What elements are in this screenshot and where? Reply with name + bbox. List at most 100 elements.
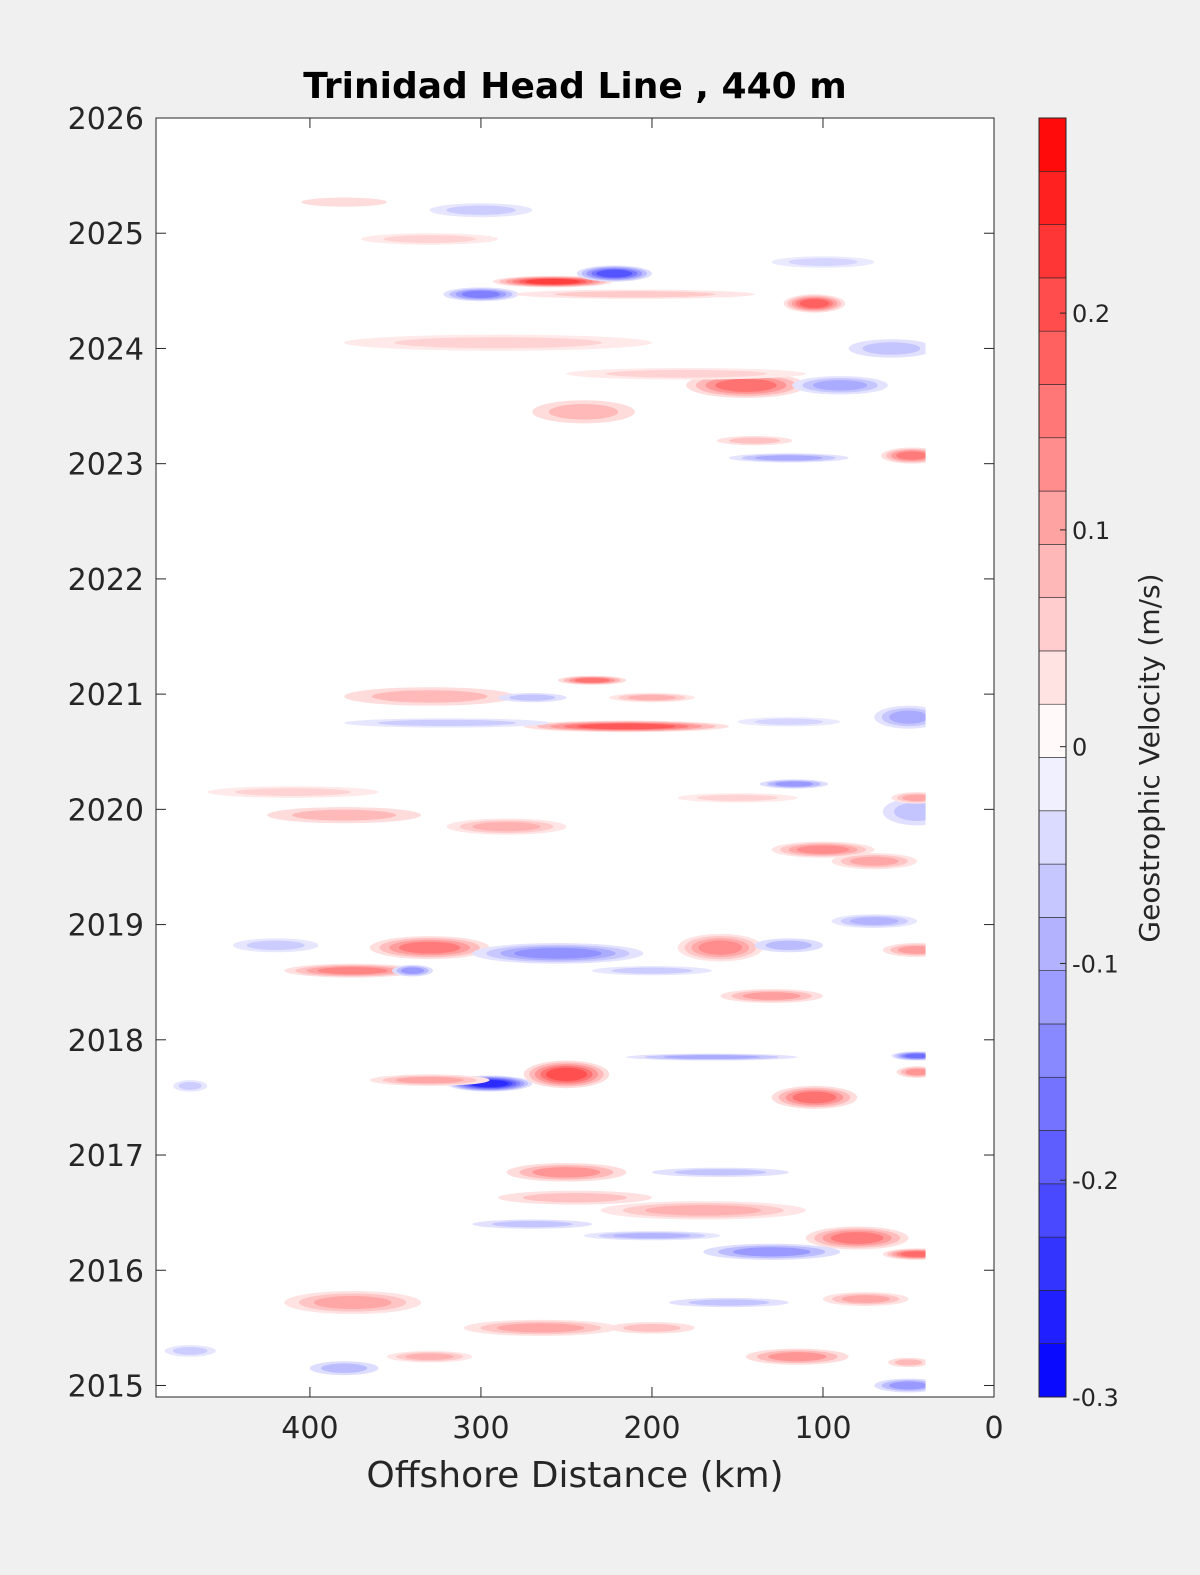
velocity-contour: [812, 380, 868, 391]
velocity-contour: [792, 1091, 837, 1104]
velocity-feature: [728, 453, 849, 463]
velocity-feature: [651, 1167, 789, 1177]
colorbar-segment: [1038, 917, 1067, 971]
velocity-contour: [596, 269, 633, 278]
velocity-feature: [754, 938, 823, 953]
velocity-contour: [400, 967, 425, 974]
x-tick-label: 100: [794, 1411, 851, 1446]
colorbar-segment: [1038, 330, 1067, 385]
colorbar-segment: [1038, 170, 1067, 225]
velocity-feature: [392, 964, 434, 977]
velocity-contour: [525, 278, 581, 285]
velocity-contour: [796, 845, 850, 854]
velocity-feature: [609, 692, 695, 703]
velocity-feature: [566, 368, 806, 380]
velocity-feature: [720, 989, 823, 1003]
velocity-feature: [771, 256, 875, 268]
velocity-contour: [405, 1353, 454, 1360]
x-tick-label: 200: [623, 1411, 680, 1446]
velocity-contour: [900, 1251, 934, 1257]
velocity-contour: [301, 197, 387, 207]
colorbar-segment: [1038, 1130, 1067, 1185]
velocity-feature: [498, 692, 567, 703]
velocity-feature: [443, 287, 519, 302]
velocity-feature: [831, 853, 918, 870]
colorbar-segment: [1038, 277, 1067, 332]
velocity-feature: [677, 933, 764, 962]
velocity-feature: [677, 793, 798, 803]
velocity-feature: [874, 705, 943, 729]
colorbar-segment: [1038, 1343, 1067, 1398]
velocity-contour: [178, 1082, 202, 1090]
velocity-contour: [554, 291, 716, 298]
colorbar-segment: [1038, 1290, 1067, 1345]
colorbar-segment: [1038, 970, 1067, 1025]
no-data-band: [157, 734, 993, 775]
velocity-contour: [663, 1055, 761, 1060]
velocity-contour: [774, 781, 814, 787]
velocity-feature: [600, 1201, 806, 1220]
velocity-contour: [841, 1295, 890, 1303]
colorbar-segment: [1038, 650, 1067, 705]
y-tick-label: 2016: [68, 1254, 144, 1289]
velocity-feature: [284, 963, 422, 978]
colorbar-segment: [1038, 1183, 1067, 1238]
velocity-feature: [532, 400, 635, 424]
colorbar-tick-label: 0: [1072, 734, 1087, 762]
colorbar-segment: [1038, 544, 1067, 598]
velocity-contour: [742, 992, 801, 1000]
velocity-contour: [904, 1053, 930, 1059]
colorbar-segment: [1038, 757, 1067, 812]
velocity-feature: [515, 289, 755, 299]
colorbar-segment: [1038, 490, 1067, 545]
velocity-contour: [732, 1247, 811, 1257]
velocity-contour: [317, 967, 388, 975]
x-tick-label: 400: [281, 1411, 338, 1446]
velocity-contour: [613, 1233, 691, 1239]
velocity-feature: [792, 376, 888, 395]
velocity-contour: [754, 718, 824, 725]
velocity-feature: [232, 938, 319, 953]
velocity-contour: [896, 451, 928, 460]
velocity-contour: [292, 809, 397, 821]
velocity-contour: [688, 1299, 770, 1306]
velocity-feature: [173, 1080, 208, 1092]
velocity-contour: [715, 378, 777, 392]
velocity-feature: [472, 943, 644, 964]
y-tick-label: 2018: [68, 1024, 144, 1059]
velocity-contour: [235, 788, 351, 796]
velocity-contour: [850, 917, 899, 926]
velocity-contour: [788, 258, 858, 266]
velocity-feature: [284, 1290, 422, 1315]
colorbar-tick-label: -0.3: [1072, 1384, 1119, 1412]
colorbar-segment: [1038, 117, 1067, 172]
velocity-feature: [523, 1060, 610, 1089]
colorbar-segment: [1038, 384, 1067, 439]
velocity-feature: [822, 1292, 909, 1306]
y-tick-label: 2023: [68, 448, 144, 483]
no-data-band: [157, 463, 993, 579]
velocity-feature: [361, 233, 499, 245]
velocity-contour: [574, 677, 610, 683]
velocity-feature: [557, 675, 627, 685]
no-data-band: [157, 567, 993, 602]
velocity-contour: [172, 1347, 208, 1355]
velocity-contour: [377, 719, 516, 727]
x-tick-label: 0: [984, 1411, 1003, 1446]
velocity-contour: [765, 940, 812, 950]
velocity-contour: [394, 337, 602, 349]
velocity-feature: [759, 779, 829, 789]
velocity-feature: [783, 294, 846, 313]
velocity-feature: [716, 436, 793, 446]
velocity-contour: [545, 1067, 587, 1082]
velocity-feature: [344, 334, 652, 351]
velocity-contour: [627, 694, 677, 701]
velocity-contour: [902, 794, 932, 802]
plot-frame: [155, 117, 995, 1398]
velocity-contour: [497, 1323, 585, 1333]
velocity-contour: [491, 1221, 573, 1228]
velocity-feature: [267, 807, 422, 824]
colorbar-segment: [1038, 863, 1067, 918]
velocity-contour: [446, 205, 516, 215]
